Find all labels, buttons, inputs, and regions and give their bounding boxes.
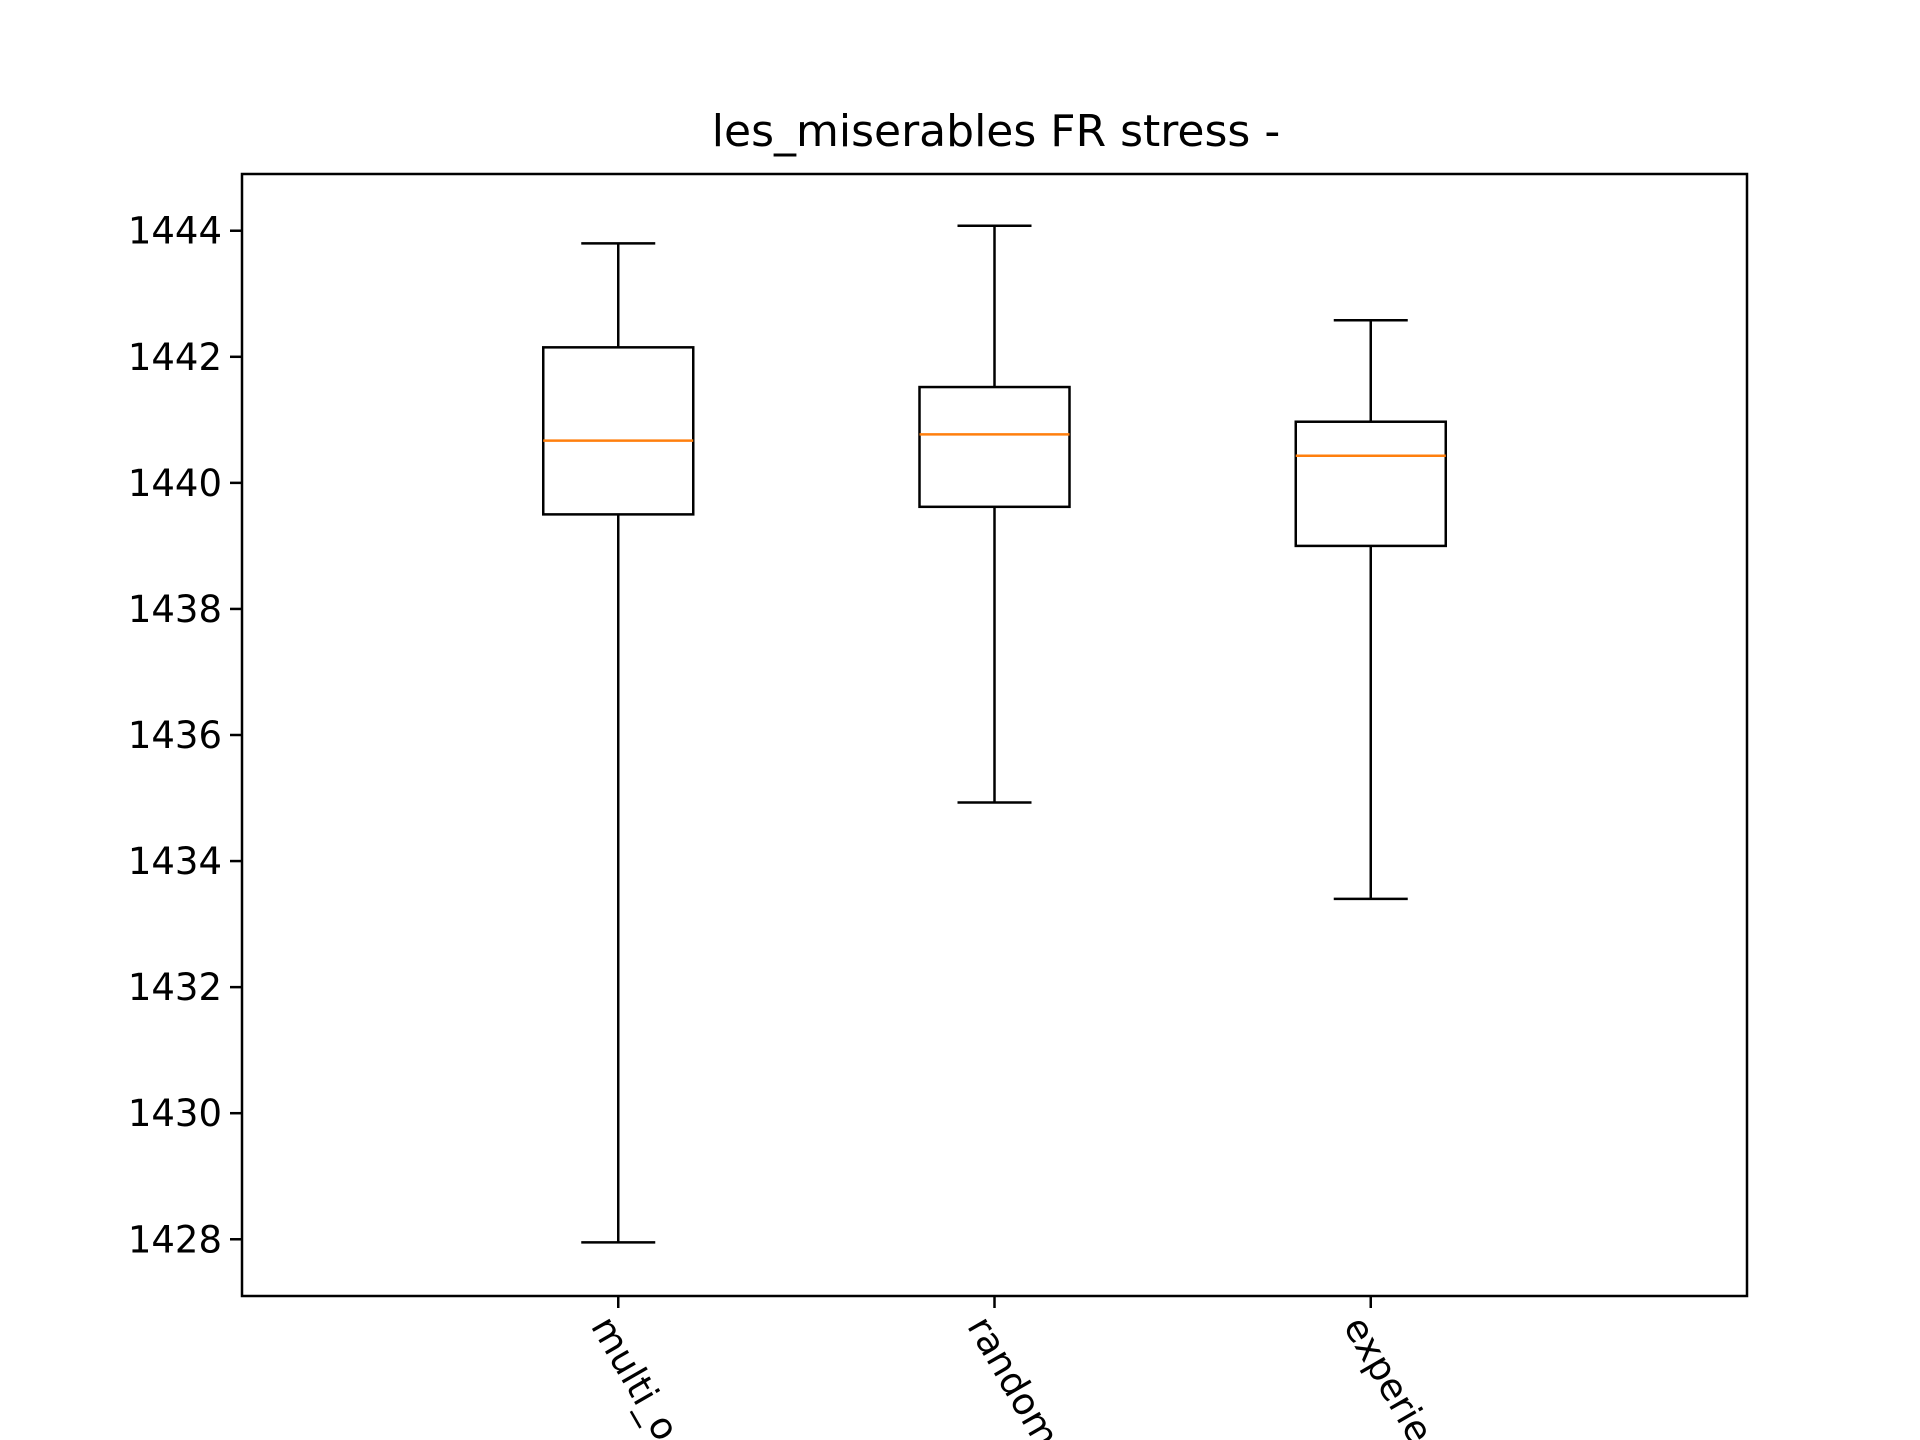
plot-frame: [240, 172, 1749, 1298]
x-tick-label: multi_o: [582, 1309, 687, 1440]
y-tick-label: 1442: [128, 336, 222, 379]
y-tick-label: 1440: [128, 462, 222, 505]
x-tick-label: random: [959, 1309, 1068, 1440]
iqr-box: [542, 346, 695, 516]
y-tick-label: 1436: [128, 714, 222, 757]
y-tick-label: 1438: [128, 588, 222, 631]
x-tick-label: experie: [1335, 1309, 1441, 1440]
box-multi_o: [542, 242, 695, 1244]
y-tick-label: 1432: [128, 966, 222, 1009]
box-experie: [1294, 318, 1447, 901]
y-tick-label: 1428: [128, 1218, 222, 1261]
x-axis: multi_o random experie: [582, 1296, 1441, 1440]
y-tick-label: 1434: [128, 840, 222, 883]
iqr-box: [918, 385, 1071, 509]
chart-title: les_miserables FR stress -: [712, 106, 1280, 157]
box-random: [918, 224, 1071, 804]
box-series: [542, 224, 1447, 1244]
iqr-box: [1294, 420, 1447, 548]
y-tick-label: 1430: [128, 1092, 222, 1135]
y-axis: 1428 1430 1432 1434 1436 1438 1440 1442 1444: [128, 210, 242, 1261]
y-tick-label: 1444: [128, 210, 222, 253]
